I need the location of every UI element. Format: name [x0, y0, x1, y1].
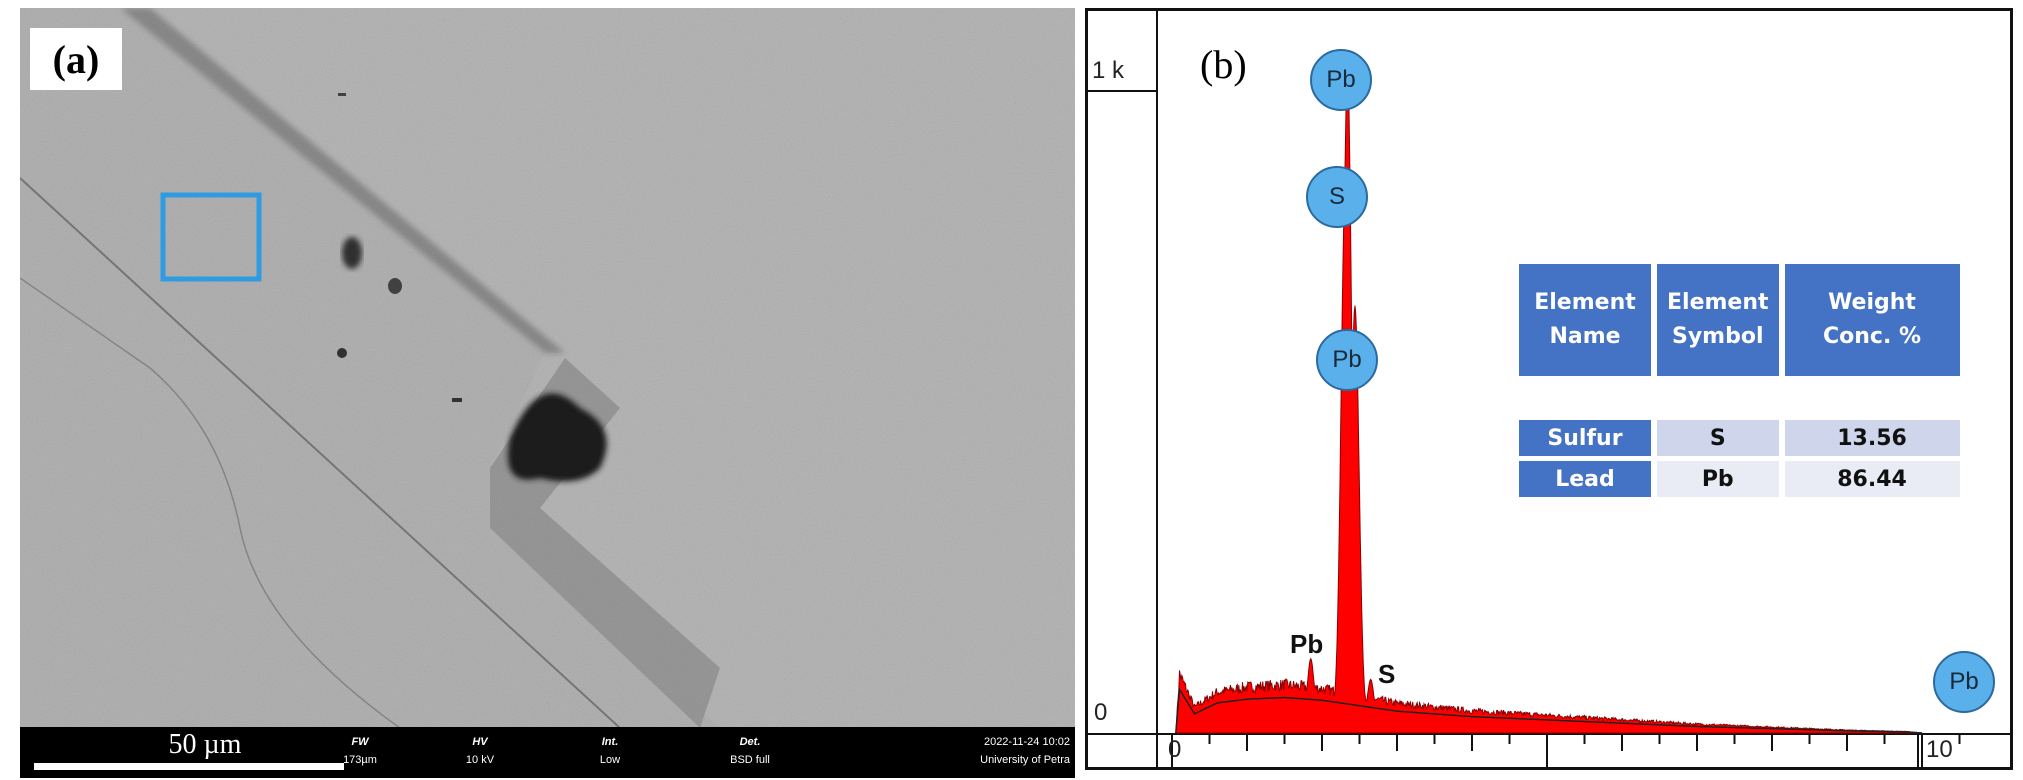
- meta-hv: HV 10 kV: [465, 736, 495, 766]
- element-marker-pb: Pb: [1316, 329, 1378, 391]
- element-marker-pb: Pb: [1310, 49, 1372, 111]
- meta-int: Int. Low: [599, 736, 621, 766]
- element-marker-pb: Pb: [1933, 651, 1995, 713]
- spectrum-chart: [1088, 11, 2010, 767]
- peak-label-s: S: [1378, 659, 1396, 689]
- sem-micrograph: [20, 8, 1075, 728]
- weight-conc: 86.44: [1784, 461, 1960, 497]
- weight-conc: 13.56: [1784, 420, 1960, 456]
- eds-spectrum-panel: (b) 1 k 0 0 10 Pb S Pb S Pb Pb Element N…: [1085, 8, 2013, 770]
- element-symbol: Pb: [1657, 461, 1779, 497]
- sem-image-panel: (a) 50 µm FW 173µm HV 10 kV Int. Low Det. BS…: [20, 8, 1075, 778]
- meta-datetime: 2022-11-24 10:02 University of Petra: [980, 736, 1070, 766]
- table-header: Weight Conc. %: [1784, 264, 1960, 376]
- roi-box: [160, 192, 262, 282]
- element-marker-s: S: [1306, 166, 1368, 228]
- element-name: Lead: [1519, 461, 1651, 497]
- table-header: Element Symbol: [1657, 264, 1779, 376]
- composition-table: Element Name Element Symbol Weight Conc.…: [1513, 259, 1966, 502]
- element-name: Sulfur: [1519, 420, 1651, 456]
- scale-bar-label: 50 µm: [168, 729, 242, 760]
- sem-info-bar: 50 µm FW 173µm HV 10 kV Int. Low Det. BSD fu…: [20, 727, 1075, 778]
- spectrum-area: [1175, 67, 1923, 734]
- x-tick-label: 0: [1168, 736, 1182, 763]
- table-header-row: Element Name Element Symbol Weight Conc.…: [1519, 264, 1960, 376]
- panel-label: (a): [30, 28, 122, 90]
- peak-label-pb: Pb: [1290, 629, 1324, 659]
- element-symbol: S: [1657, 420, 1779, 456]
- table-row: Lead Pb 86.44: [1519, 461, 1960, 497]
- scale-bar: [34, 763, 344, 770]
- panel-label: (b): [1200, 42, 1247, 87]
- x-tick-label: 10: [1926, 736, 1953, 763]
- meta-det: Det. BSD full: [730, 736, 770, 766]
- y-tick-label: 0: [1094, 699, 1108, 726]
- table-row: Sulfur S 13.56: [1519, 420, 1960, 456]
- table-header: Element Name: [1519, 264, 1651, 376]
- background-fit-line: [1175, 686, 1923, 734]
- y-tick-label: 1 k: [1092, 57, 1125, 84]
- meta-fw: FW 173µm: [343, 736, 377, 766]
